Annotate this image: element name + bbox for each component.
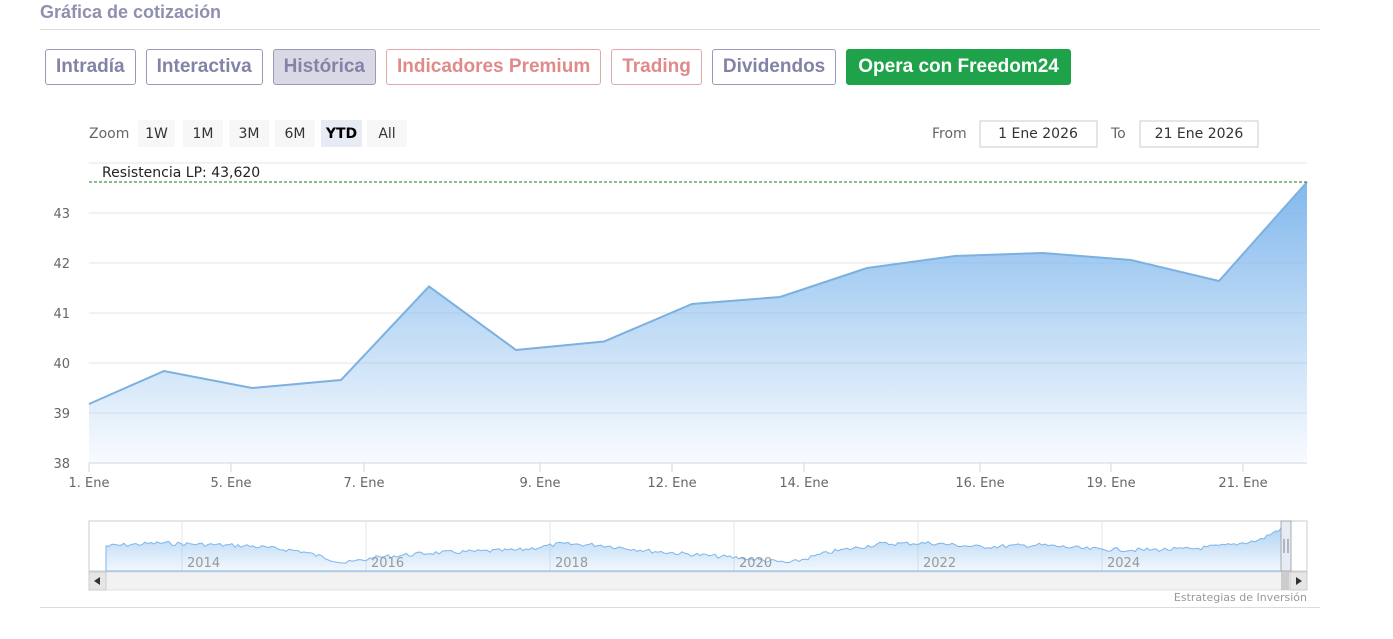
x-tick-label: 16. Ene: [955, 476, 1004, 491]
to-date-value: 21 Ene 2026: [1155, 126, 1244, 142]
navigator-year-label: 2014: [187, 556, 220, 571]
title-divider: [40, 29, 1320, 30]
zoom-button-label: 6M: [285, 126, 306, 142]
zoom-button-3m[interactable]: [229, 120, 269, 147]
zoom-button-label: 1W: [145, 126, 168, 142]
series-area: [89, 182, 1307, 463]
tab-intradia[interactable]: Intradía: [45, 49, 136, 85]
x-tick-label: 19. Ene: [1086, 476, 1135, 491]
y-tick-label: 39: [53, 407, 70, 422]
zoom-button-all[interactable]: [367, 120, 407, 147]
from-date-value: 1 Ene 2026: [998, 126, 1078, 142]
x-tick-label: 9. Ene: [520, 476, 561, 491]
to-date-input[interactable]: [1139, 120, 1259, 148]
tab-indicadores-premium[interactable]: Indicadores Premium: [385, 49, 602, 85]
chart-tabs: Intradía Interactiva Histórica Indicador…: [45, 49, 1071, 85]
freedom24-button[interactable]: Opera con Freedom24: [846, 49, 1071, 85]
zoom-button-label: 1M: [193, 126, 214, 142]
tab-interactiva[interactable]: Interactiva: [145, 49, 263, 85]
zoom-buttons: 1W 1M 3M 6M YTD All: [138, 120, 407, 147]
navigator-year-label: 2020: [739, 556, 772, 571]
chart-container: Zoom 1W 1M 3M 6M YTD All From 1 Ene 2026 To 2…: [0, 100, 1393, 635]
tab-historica[interactable]: Histórica: [272, 49, 376, 85]
y-tick-label: 42: [53, 257, 70, 272]
tab-dividendos[interactable]: Dividendos: [711, 49, 837, 85]
zoom-button-1m[interactable]: [183, 120, 223, 147]
from-date-input[interactable]: [979, 120, 1098, 148]
arrow-left-icon: [94, 577, 100, 585]
series-line: [88, 181, 1308, 405]
zoom-button-1w[interactable]: [138, 120, 175, 147]
resistance-label: Resistencia LP: 43,620: [102, 165, 260, 181]
to-label: To: [1110, 126, 1126, 142]
x-tick-label: 1. Ene: [69, 476, 110, 491]
navigator-year-label: 2016: [371, 556, 404, 571]
zoom-label: Zoom: [89, 126, 129, 142]
navigator-handle[interactable]: [1280, 520, 1292, 572]
chart-credit: Estrategias de Inversión: [1173, 591, 1307, 604]
zoom-button-label: YTD: [325, 126, 357, 142]
arrow-right-icon: [1296, 577, 1302, 585]
x-tick-label: 14. Ene: [779, 476, 828, 491]
x-tick-label: 7. Ene: [344, 476, 385, 491]
y-tick-label: 41: [53, 307, 70, 322]
x-tick-label: 5. Ene: [211, 476, 252, 491]
navigator-year-label: 2022: [923, 556, 956, 571]
y-tick-label: 43: [53, 207, 70, 222]
scrollbar-thumb[interactable]: [1281, 572, 1289, 590]
page-title: Gráfica de cotización: [40, 2, 222, 22]
x-axis-labels: 1. Ene 5. Ene 7. Ene 9. Ene 12. Ene 14. Ene 16…: [69, 463, 1268, 491]
navigator-series: [105, 525, 1288, 572]
bottom-divider: [40, 607, 1320, 608]
scrollbar-track[interactable]: [88, 571, 1308, 591]
zoom-button-label: 3M: [239, 126, 260, 142]
navigator-year-label: 2024: [1107, 556, 1140, 571]
price-chart: Zoom 1W 1M 3M 6M YTD All From 1 Ene 2026 To 2…: [53, 120, 1308, 591]
y-axis-labels: 38 39 40 41 42 43: [53, 207, 70, 472]
navigator-year-label: 2018: [555, 556, 588, 571]
navigator-year-labels: 2014 2016 2018 2020 2022 2024: [187, 556, 1140, 571]
zoom-button-6m[interactable]: [275, 120, 315, 147]
zoom-button-ytd[interactable]: [321, 120, 362, 147]
x-tick-label: 21. Ene: [1218, 476, 1267, 491]
y-tick-label: 40: [53, 357, 70, 372]
tab-trading[interactable]: Trading: [611, 49, 702, 85]
zoom-button-label: All: [378, 126, 395, 142]
from-label: From: [932, 126, 967, 142]
x-tick-label: 12. Ene: [647, 476, 696, 491]
y-tick-label: 38: [53, 457, 70, 472]
